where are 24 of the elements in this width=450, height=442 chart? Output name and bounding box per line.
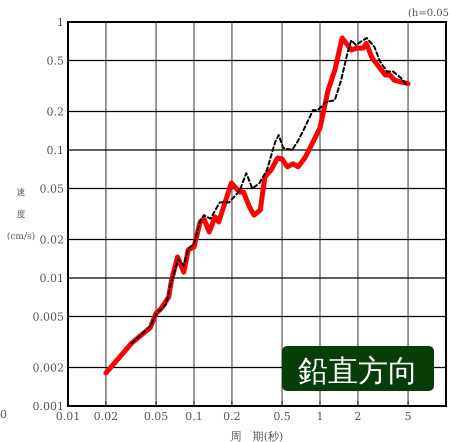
x-tick-label: 0.1 [185, 410, 203, 423]
y-tick-label: 0.05 [40, 182, 64, 196]
x-tick-label: 0.5 [273, 410, 291, 423]
y-tick-label: 0.2 [46, 105, 64, 118]
y-tick-label: 1 [57, 16, 64, 29]
x-tick-label: 2 [354, 410, 362, 423]
y-tick-label: 0.5 [46, 54, 64, 68]
y-tick-label: 0.01 [40, 272, 64, 285]
x-tick-label: 0.2 [223, 410, 241, 423]
x-tick-label: 0.02 [94, 410, 118, 423]
x-axis-title: 周 期(秒) [230, 430, 284, 442]
x-tick-label: 0.05 [144, 410, 168, 423]
x-tick-label: 1 [316, 410, 324, 423]
y-tick-label: 0.02 [40, 233, 64, 246]
annotation: 鉛直方向 [298, 354, 418, 389]
y-tick-label: 0.1 [46, 144, 64, 157]
x-tick-label: 0.01 [56, 410, 80, 423]
text: 0 [0, 408, 7, 421]
y-tick-label: 0.001 [32, 400, 64, 413]
y-tick-label: 0.002 [32, 361, 64, 374]
y-tick-label: 0.005 [32, 310, 64, 324]
text: 速度(cm/s) [6, 188, 36, 242]
x-tick-label: 5 [404, 410, 412, 423]
text: (h=0.05 [408, 8, 449, 19]
